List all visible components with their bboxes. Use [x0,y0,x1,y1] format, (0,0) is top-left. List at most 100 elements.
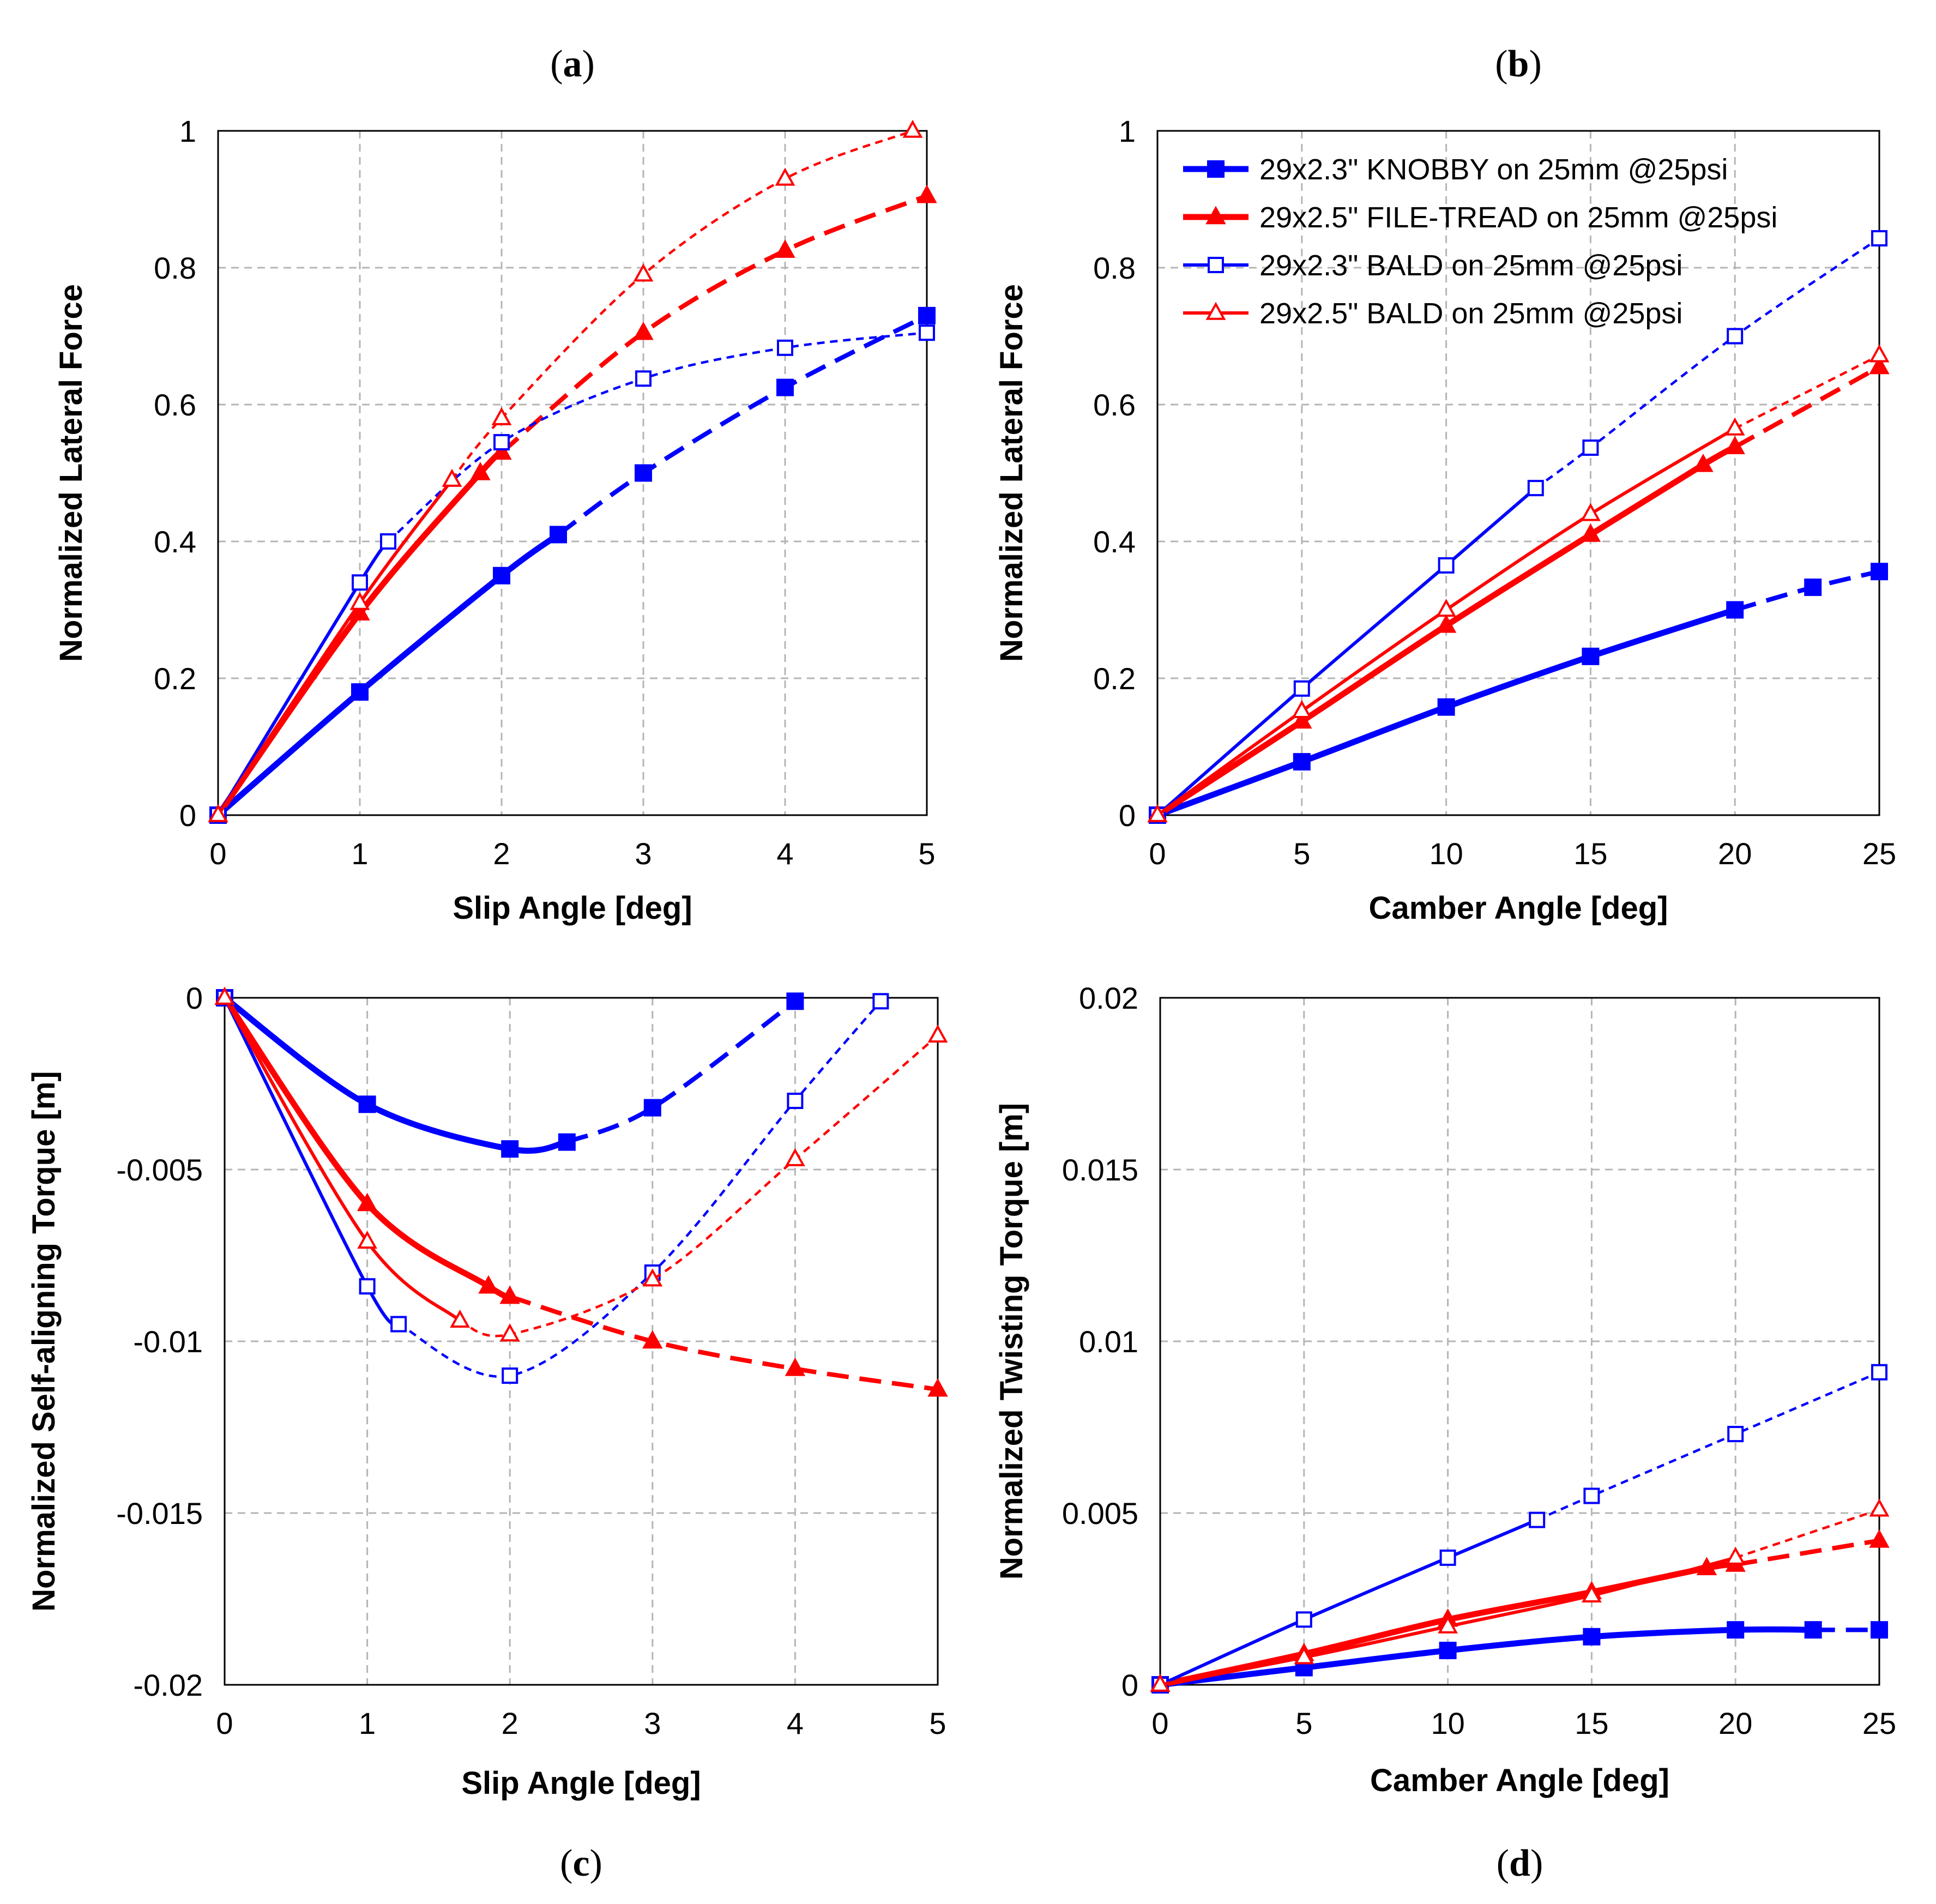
series-bald25 [208,119,923,822]
y-axis-title: Normalized Lateral Force [53,284,89,662]
x-tick-label: 15 [1575,1706,1608,1740]
series-line-solid [223,997,461,1322]
legend-label: 29x2.3" KNOBBY on 25mm @25psi [1259,153,1728,186]
y-tick-label: 0.01 [1079,1324,1138,1359]
data-point [491,441,512,460]
chart-panel-a: (a) 0 1 2 3 4 5 0 0.2 0.4 0.6 0.8 1 Slip Angle [deg] N… [53,43,937,926]
x-tick-label: 0 [209,836,226,871]
data-point [1436,599,1456,617]
x-tick-label: 0 [1149,836,1166,871]
data-point [501,1140,519,1158]
data-point [357,1192,378,1212]
data-point [1581,503,1601,521]
y-tick-label: 0.6 [154,388,196,422]
series-bald23 [216,990,889,1384]
x-tick-label: 2 [502,1706,518,1740]
legend-item: 29x2.5" BALD on 25mm @25psi [1183,297,1682,330]
data-point [502,1367,518,1384]
series-line-solid [1156,444,1736,818]
series-line-dashed [1535,237,1880,489]
data-point [358,1095,376,1113]
data-point [872,993,889,1010]
data-point [499,1285,520,1304]
data-point [478,1275,499,1294]
x-tick-label: 4 [787,1706,804,1740]
data-point [1727,328,1744,345]
data-point [352,574,368,591]
plot-area [217,130,928,816]
chart-panel-b: (b) 0 5 10 15 20 25 0 0.2 0.4 0.6 0.8 1 Camber Angle … [994,43,1896,926]
data-point [1582,647,1600,665]
plot-area [224,997,939,1686]
data-point [1295,1611,1312,1628]
series-knobby [1149,563,1888,824]
data-point [1583,1487,1600,1504]
data-point [442,468,462,487]
y-tick-label: 1 [179,114,196,148]
y-tick-label: 0.4 [154,525,196,559]
y-tick-label: 0.2 [154,661,196,696]
x-tick-label: 1 [351,836,368,871]
panel-label: (c) [560,1842,602,1884]
data-point [1724,436,1745,455]
data-point [1583,1628,1601,1646]
data-point [787,1093,804,1109]
data-point [927,1378,948,1397]
data-point [1727,1426,1744,1443]
legend-label: 29x2.5" FILE-TREAD on 25mm @25psi [1259,201,1777,234]
data-point [918,306,936,324]
x-tick-label: 20 [1718,1706,1752,1740]
data-point [1439,1549,1456,1566]
data-point [642,1268,663,1287]
data-point [1726,601,1744,619]
data-point [1869,344,1890,363]
x-axis-title: Camber Angle [deg] [1369,890,1668,926]
panel-label: (a) [550,43,595,85]
x-axis-title: Camber Angle [deg] [1370,1763,1669,1798]
data-point [550,526,567,544]
data-point [351,683,369,701]
legend-marker [1205,302,1226,320]
data-point [1804,1621,1822,1639]
data-point [777,339,793,356]
data-point [359,1278,376,1295]
data-point [919,324,935,341]
series-line-solid [222,995,568,1154]
series-bald23 [1149,230,1887,823]
data-point [1871,1621,1888,1639]
x-axis-title: Slip Angle [deg] [461,1766,701,1801]
data-point [1582,439,1599,456]
plot-area [1156,130,1880,816]
plot-area [1159,997,1880,1686]
series-bald25 [1147,344,1890,822]
series-bald23 [1152,1364,1887,1693]
x-tick-label: 20 [1718,836,1752,871]
y-axis-title: Normalized Lateral Force [994,284,1029,662]
y-tick-label: 0 [186,981,203,1015]
grid [218,131,927,815]
data-point [214,986,235,1005]
x-tick-label: 2 [493,836,510,871]
data-point [775,167,795,186]
data-point [1693,454,1714,472]
x-tick-label: 5 [929,1706,946,1740]
data-point [1582,1584,1602,1602]
data-point [776,378,794,396]
series-line-solid [216,532,560,818]
data-point [643,1099,661,1117]
series-line-dashed [500,194,928,455]
x-tick-label: 5 [1293,836,1310,871]
grid [1160,998,1879,1685]
panel-label: (b) [1495,43,1542,85]
data-point [1871,1364,1887,1381]
y-tick-label: 0.015 [1062,1153,1138,1187]
legend-label: 29x2.5" BALD on 25mm @25psi [1259,297,1682,330]
data-point [1439,1642,1457,1659]
series-line-solid [1159,1518,1538,1686]
y-tick-label: -0.01 [133,1324,203,1359]
y-tick-label: 0.8 [1093,251,1136,285]
data-point [1438,557,1455,574]
data-point [785,1148,805,1166]
data-point [633,321,654,340]
